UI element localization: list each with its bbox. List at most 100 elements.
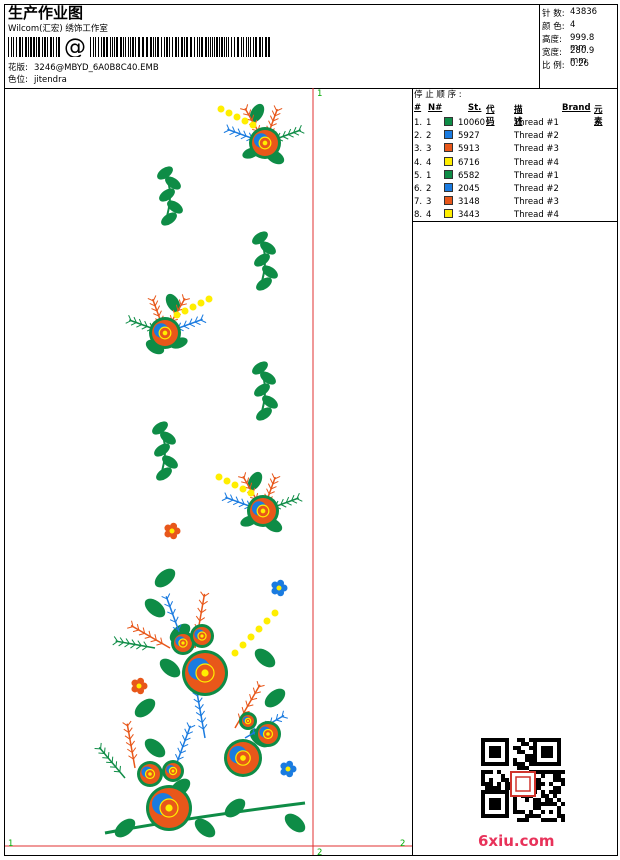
fern-frond (232, 126, 236, 133)
row-needle: 2 (426, 184, 432, 194)
row-code: 6716 (458, 157, 480, 168)
barcode-icon: @ (8, 37, 270, 57)
guide-mark-left: 1 (8, 839, 14, 849)
fern-frond (269, 115, 274, 122)
fern-frond (148, 630, 151, 637)
fern-frond (153, 313, 160, 317)
stats-divider (539, 4, 540, 88)
fern-frond (272, 481, 279, 485)
fern-frond (200, 319, 207, 324)
fern-frond (271, 110, 276, 117)
fern-frond (128, 727, 133, 733)
fern-frond (189, 724, 196, 729)
fern-frond (178, 299, 182, 306)
col-element: 元素 (594, 105, 603, 127)
fern-frond (203, 723, 208, 730)
fern-frond (136, 624, 140, 631)
design-value: 3246@MBYD_6A0B8C40.EMB (34, 63, 159, 73)
fern-frond (268, 491, 275, 495)
fern-frond (107, 752, 110, 759)
flower-center (285, 766, 291, 772)
fern-frond (124, 735, 131, 740)
table-row: 3. 3 5913 Thread #3 (414, 143, 614, 155)
fern-frond (245, 700, 248, 707)
fern-frond (200, 609, 207, 614)
leaf (159, 188, 175, 202)
fern-frond (160, 637, 163, 644)
watermark-logo: 6xiu.com (478, 832, 555, 850)
row-needle: 1 (426, 170, 432, 181)
fern-frond (175, 753, 179, 760)
fern-frond (276, 107, 283, 112)
fern-frond (100, 742, 102, 749)
fern-frond (194, 321, 201, 326)
row-index: 4. (414, 157, 423, 168)
fern-frond (133, 316, 137, 323)
row-needle: 1 (426, 118, 432, 128)
leaf (247, 471, 263, 491)
fern-frond (123, 728, 130, 733)
fern-frond (150, 639, 157, 643)
page-title: 生产作业图 (8, 4, 84, 22)
fern-frond (269, 478, 274, 485)
fern-frond (298, 124, 302, 131)
fern-frond (127, 626, 134, 629)
fern-frond (245, 104, 249, 111)
petal (131, 685, 139, 693)
yellow-dot (189, 303, 197, 311)
fern-frond (154, 634, 157, 641)
fern-frond (270, 486, 277, 490)
fern-frond (285, 496, 290, 503)
fern-frond (137, 640, 142, 646)
fern-frond (131, 747, 137, 753)
fern-frond (241, 498, 245, 505)
fern-frond (175, 304, 179, 311)
color-swatch (444, 209, 453, 219)
yellow-dot (231, 481, 239, 489)
yellow-dot (249, 121, 257, 129)
fern-frond (177, 624, 182, 631)
stat-width: 宽度: 280.9 mm (542, 46, 595, 66)
color-swatch (444, 196, 453, 206)
row-desc: Thread #3 (514, 144, 559, 155)
col-code: 代码 (486, 105, 495, 127)
petal (137, 687, 145, 695)
row-desc: Thread #4 (514, 157, 559, 168)
fern-frond (287, 128, 292, 135)
fern-frond (152, 295, 157, 302)
fern-frond (240, 108, 247, 111)
yellow-dot (181, 307, 189, 315)
fern-frond (181, 734, 186, 741)
fern-frond (280, 504, 287, 508)
petal (271, 587, 279, 595)
yellow-dot (233, 113, 241, 121)
row-index: 6. (414, 184, 423, 194)
fern-frond (154, 300, 159, 307)
fern-frond (293, 126, 297, 133)
fern-frond (251, 697, 258, 701)
fern-frond (203, 592, 210, 597)
fern-frond (136, 324, 143, 328)
fern-frond (254, 691, 261, 694)
fern-frond (200, 591, 205, 597)
row-code: 3148 (458, 197, 480, 208)
yellow-dot (255, 625, 263, 633)
stat-colors: 颜 色: 4 (542, 20, 576, 32)
fern-frond (241, 706, 245, 713)
fern-frond (282, 136, 289, 140)
fern-frond (223, 129, 230, 134)
fern-frond (287, 134, 294, 138)
color-label: 色位: (8, 75, 28, 85)
fern-frond (172, 626, 179, 631)
row-code: 3443 (458, 210, 480, 221)
fern-frond (248, 109, 252, 116)
yellow-dot (205, 295, 213, 303)
fern-frond (280, 498, 284, 505)
fern-frond (194, 705, 201, 710)
fern-frond (256, 680, 260, 688)
leaf (249, 103, 265, 123)
fern-frond (281, 716, 288, 719)
leaf (160, 431, 176, 445)
fern-frond (192, 692, 198, 697)
fern-frond (296, 498, 303, 502)
